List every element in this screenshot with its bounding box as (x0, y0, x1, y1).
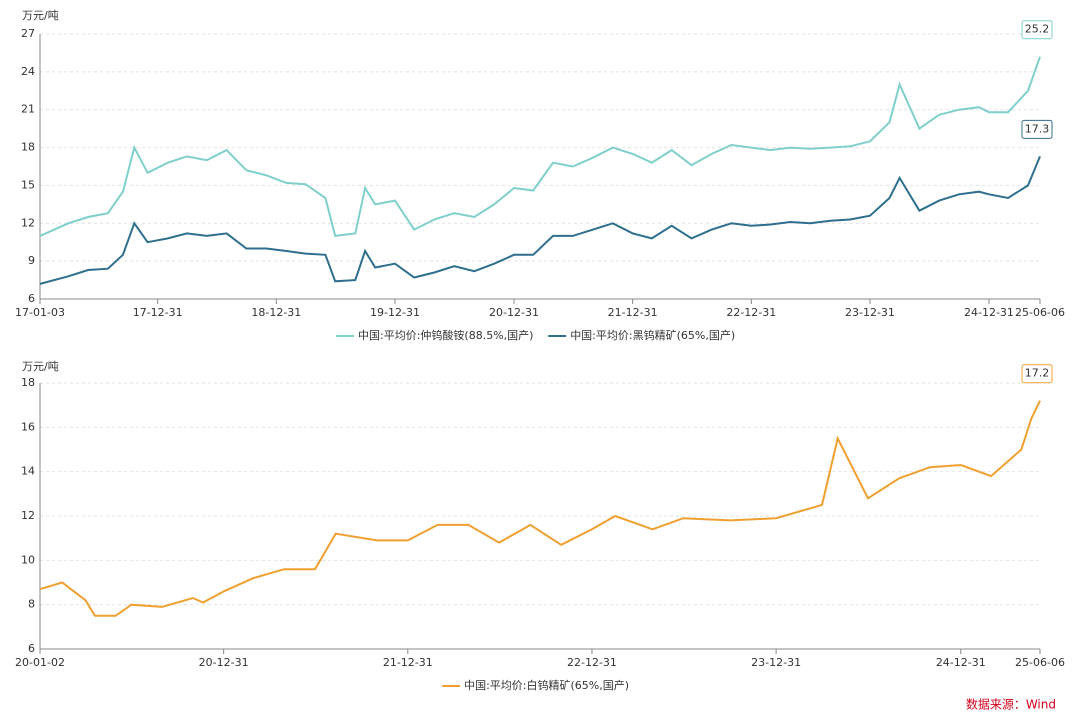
y-tick-label: 6 (28, 292, 35, 305)
end-label: 25.2 (1025, 23, 1050, 36)
y-tick-label: 12 (21, 509, 35, 522)
y-tick-label: 10 (21, 553, 35, 566)
y-tick-label: 27 (21, 27, 35, 40)
legend-label: 中国:平均价:黑钨精矿(65%,国产) (570, 328, 735, 342)
y-tick-label: 6 (28, 642, 35, 655)
x-tick-label: 20-12-31 (489, 306, 539, 319)
series-line (39, 56, 1041, 238)
y-axis-unit: 万元/吨 (22, 9, 59, 22)
series-line (39, 156, 1041, 285)
end-label-box (1021, 20, 1053, 40)
x-tick-label: 22-12-31 (567, 656, 617, 669)
y-tick-label: 18 (21, 141, 35, 154)
y-tick-label: 8 (28, 598, 35, 611)
x-tick-label: 21-12-31 (383, 656, 433, 669)
y-tick-label: 24 (21, 65, 35, 78)
x-tick-label: 17-12-31 (133, 306, 183, 319)
y-tick-label: 21 (21, 103, 35, 116)
end-label: 17.3 (1025, 122, 1050, 135)
x-tick-label: 20-01-02 (15, 656, 65, 669)
x-tick-label: 23-12-31 (845, 306, 895, 319)
y-tick-label: 9 (28, 254, 35, 267)
y-axis-unit: 万元/吨 (22, 360, 59, 373)
x-tick-label: 17-01-03 (15, 306, 65, 319)
x-tick-label: 19-12-31 (370, 306, 420, 319)
x-tick-label: 24-12-31 (964, 306, 1014, 319)
legend-label: 中国:平均价:仲钨酸铵(88.5%,国产) (358, 328, 533, 342)
source-note: 数据来源：Wind (966, 697, 1056, 712)
x-tick-label: 25-06-06 (1015, 656, 1065, 669)
y-tick-label: 18 (21, 376, 35, 389)
series-line (39, 400, 1041, 617)
end-label-box (1021, 119, 1053, 139)
legend-label: 中国:平均价:白钨精矿(65%,国产) (464, 678, 629, 692)
x-tick-label: 24-12-31 (936, 656, 986, 669)
x-tick-label: 25-06-06 (1015, 306, 1065, 319)
x-tick-label: 23-12-31 (751, 656, 801, 669)
y-tick-label: 16 (21, 420, 35, 433)
end-label: 17.2 (1025, 367, 1050, 380)
x-tick-label: 18-12-31 (251, 306, 301, 319)
x-tick-label: 20-12-31 (199, 656, 249, 669)
x-tick-label: 21-12-31 (608, 306, 658, 319)
y-tick-label: 12 (21, 216, 35, 229)
y-tick-label: 15 (21, 178, 35, 191)
end-label-box (1021, 364, 1053, 384)
x-tick-label: 22-12-31 (726, 306, 776, 319)
y-tick-label: 14 (21, 465, 35, 478)
